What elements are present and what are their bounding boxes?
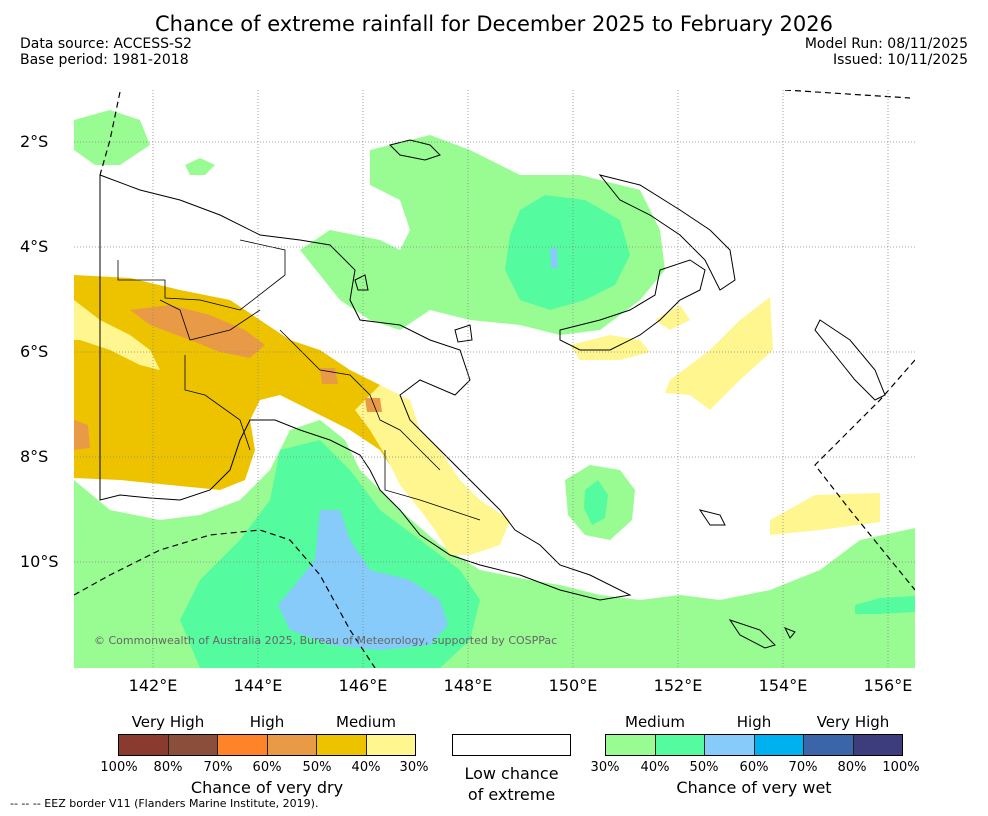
lon-label-142e: 142°E bbox=[128, 676, 178, 695]
dry-tick-60: 60% bbox=[252, 760, 282, 775]
wet-tick-30: 30% bbox=[590, 760, 620, 775]
coastline-new-ireland bbox=[598, 174, 736, 291]
wet-high-east-blob bbox=[584, 480, 608, 525]
dry-50-orange-4 bbox=[74, 420, 90, 450]
dry-30-east-1 bbox=[570, 335, 650, 360]
dry-tick-80: 80% bbox=[153, 760, 183, 775]
wet-swatch-30-40 bbox=[606, 735, 656, 755]
wet-tick-50: 50% bbox=[689, 760, 719, 775]
wet-level-medium: Medium bbox=[625, 713, 685, 731]
dry-legend-title: Chance of very dry bbox=[190, 778, 344, 797]
wet-50-north-spot bbox=[550, 248, 558, 268]
wet-colorbar bbox=[605, 734, 903, 756]
dry-tick-30: 30% bbox=[399, 760, 429, 775]
model-run: Model Run: 08/11/2025 bbox=[804, 36, 968, 52]
base-period: Base period: 1981-2018 bbox=[20, 52, 189, 68]
dry-30-band bbox=[355, 385, 510, 555]
dry-tick-70: 70% bbox=[203, 760, 233, 775]
eez-border-east bbox=[814, 359, 915, 591]
wet-level-high: High bbox=[736, 713, 772, 731]
wet-swatch-40-50 bbox=[655, 735, 705, 755]
dry-30-east-2 bbox=[655, 305, 690, 330]
wet-tick-60: 60% bbox=[739, 760, 769, 775]
lat-label-10s: 10°S bbox=[20, 552, 59, 571]
dry-swatch-100-80 bbox=[119, 735, 169, 755]
wet-tick-40: 40% bbox=[640, 760, 670, 775]
wet-high-east-south bbox=[855, 596, 915, 614]
dry-swatch-50-40 bbox=[317, 735, 367, 755]
wet-tick-70: 70% bbox=[788, 760, 818, 775]
neutral-legend-line1: Low chance bbox=[464, 764, 559, 783]
data-source: Data source: ACCESS-S2 bbox=[20, 36, 192, 52]
dry-30-east-3 bbox=[665, 297, 773, 410]
copyright-notice: © Commonwealth of Australia 2025, Bureau… bbox=[94, 634, 558, 647]
wet-legend-title: Chance of very wet bbox=[676, 778, 832, 797]
meta-left: Data source: ACCESS-S2 Base period: 1981… bbox=[20, 36, 192, 68]
lon-label-146e: 146°E bbox=[338, 676, 388, 695]
wet-medium-nw bbox=[74, 110, 150, 165]
eez-footnote: -- -- -- EEZ border V11 (Flanders Marine… bbox=[10, 797, 319, 810]
eez-border-north bbox=[99, 90, 911, 176]
lon-label-152e: 152°E bbox=[653, 676, 703, 695]
dry-swatch-70-60 bbox=[218, 735, 268, 755]
wet-swatch-80-100 bbox=[853, 735, 902, 755]
lat-label-8s: 8°S bbox=[20, 447, 49, 466]
issued-date: Issued: 10/11/2025 bbox=[833, 52, 968, 68]
dry-50-orange-3 bbox=[365, 398, 382, 412]
meta-right: Model Run: 08/11/2025 Issued: 10/11/2025 bbox=[805, 36, 968, 68]
dry-tick-50: 50% bbox=[302, 760, 332, 775]
coastline-png bbox=[99, 174, 632, 601]
dry-tick-40: 40% bbox=[351, 760, 381, 775]
wet-medium-north-spot bbox=[185, 158, 215, 175]
gridlines bbox=[74, 90, 915, 668]
wet-swatch-70-80 bbox=[804, 735, 854, 755]
dry-level-very-high: Very High bbox=[131, 713, 205, 731]
neutral-legend-line2: of extreme bbox=[467, 785, 556, 804]
dry-30-west bbox=[74, 300, 160, 370]
map-title: Chance of extreme rainfall for December … bbox=[155, 12, 833, 36]
lat-label-6s: 6°S bbox=[20, 342, 49, 361]
coastline-new-britain bbox=[559, 259, 706, 351]
dry-swatch-60-50 bbox=[267, 735, 317, 755]
dry-50-orange bbox=[130, 305, 265, 358]
wet-level-very-high: Very High bbox=[816, 713, 890, 731]
wet-tick-80: 80% bbox=[837, 760, 867, 775]
dry-level-high: High bbox=[249, 713, 285, 731]
province-borders bbox=[117, 239, 481, 521]
lat-label-2s: 2°S bbox=[20, 132, 49, 151]
lat-label-4s: 4°S bbox=[20, 237, 49, 256]
coastline-islands-north bbox=[354, 139, 796, 649]
dry-level-medium: Medium bbox=[336, 713, 396, 731]
wet-tick-100: 100% bbox=[882, 760, 920, 775]
coastline-bougainville bbox=[814, 319, 886, 401]
dry-swatch-80-70 bbox=[168, 735, 218, 755]
dry-tick-100: 100% bbox=[100, 760, 138, 775]
dry-swatch-40-30 bbox=[366, 735, 415, 755]
neutral-swatch bbox=[452, 734, 571, 756]
lon-label-156e: 156°E bbox=[863, 676, 913, 695]
lon-label-144e: 144°E bbox=[233, 676, 283, 695]
lon-label-150e: 150°E bbox=[548, 676, 598, 695]
dry-30-east-4 bbox=[770, 493, 880, 535]
dry-40-west bbox=[74, 275, 500, 550]
lon-label-148e: 148°E bbox=[443, 676, 493, 695]
wet-swatch-60-70 bbox=[754, 735, 804, 755]
dry-colorbar bbox=[118, 734, 416, 756]
lon-label-154e: 154°E bbox=[758, 676, 808, 695]
wet-high-north bbox=[505, 195, 630, 310]
wet-swatch-50-60 bbox=[705, 735, 755, 755]
